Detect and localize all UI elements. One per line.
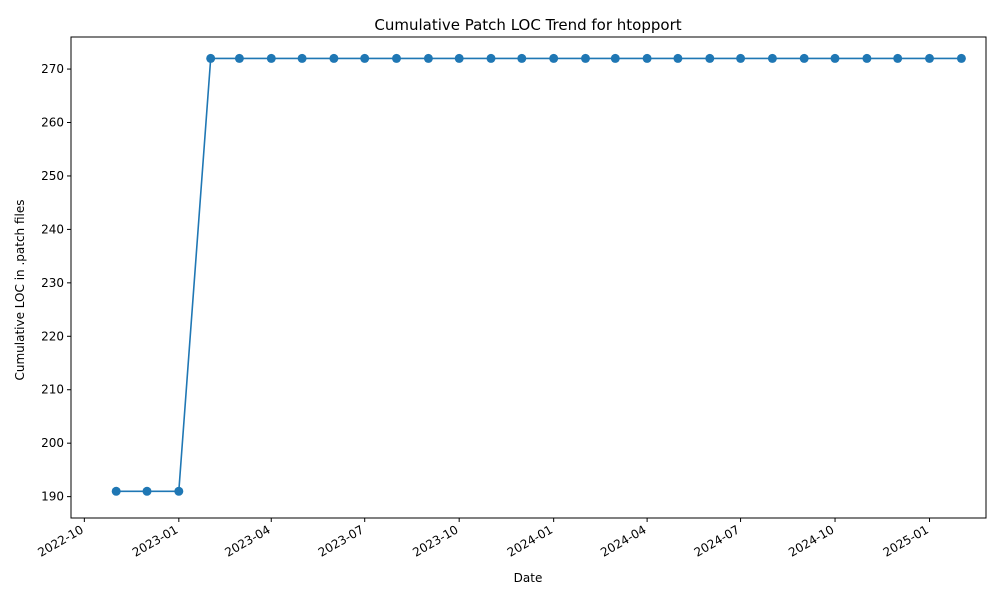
data-point [329,53,339,63]
x-axis: 2022-10 2023-01 2023-04 2023-07 2023-10 2024-… [35,518,931,560]
data-point [799,53,809,63]
data-point [454,53,464,63]
y-tick-label: 250 [41,169,64,183]
data-point [581,53,590,63]
y-tick-label: 200 [41,436,64,450]
y-tick-label: 240 [41,222,64,236]
data-point [830,53,840,63]
y-tick-label: 190 [41,490,64,504]
x-tick-label: 2022-10 [35,522,85,559]
data-point [360,53,370,63]
y-axis: 190 200 210 220 230 240 250 260 270 [41,62,71,504]
series-line [116,57,962,493]
y-tick-label: 270 [41,62,64,76]
data-point [925,53,934,63]
x-tick-label: 2023-01 [130,522,180,559]
data-point [956,53,966,63]
data-point [517,53,527,63]
data-point [266,53,276,63]
data-point [206,53,216,63]
data-point [549,53,559,63]
x-tick-label: 2024-01 [505,522,555,559]
data-point [767,53,777,63]
series-layer [111,53,966,496]
data-point [297,53,307,63]
data-point [736,53,746,63]
data-point [862,53,872,63]
x-tick-label: 2024-04 [598,522,648,559]
data-point [610,53,620,63]
data-point [486,53,496,63]
data-point [673,53,683,63]
x-tick-label: 2025-01 [881,522,931,559]
data-point [142,486,152,496]
x-tick-label: 2024-07 [692,522,742,559]
data-point [392,53,401,63]
data-point [642,53,652,63]
y-tick-label: 220 [41,329,64,343]
plot-area [70,36,987,519]
x-tick-label: 2023-07 [316,522,366,559]
chart-title: Cumulative Patch LOC Trend for htopport [374,16,681,34]
x-tick-label: 2024-10 [786,522,836,559]
y-tick-label: 230 [41,276,64,290]
data-point [893,53,903,63]
x-axis-label: Date [514,571,543,585]
data-point [111,486,121,496]
data-point [705,53,715,63]
x-tick-label: 2023-10 [410,522,460,559]
y-tick-label: 260 [41,116,64,130]
y-tick-label: 210 [41,383,64,397]
x-tick-label: 2023-04 [222,522,272,559]
plot-frame [70,36,987,519]
data-point [174,486,184,496]
y-axis-label: Cumulative LOC in .patch files [13,200,27,381]
data-point [423,53,433,63]
data-point [234,53,244,63]
